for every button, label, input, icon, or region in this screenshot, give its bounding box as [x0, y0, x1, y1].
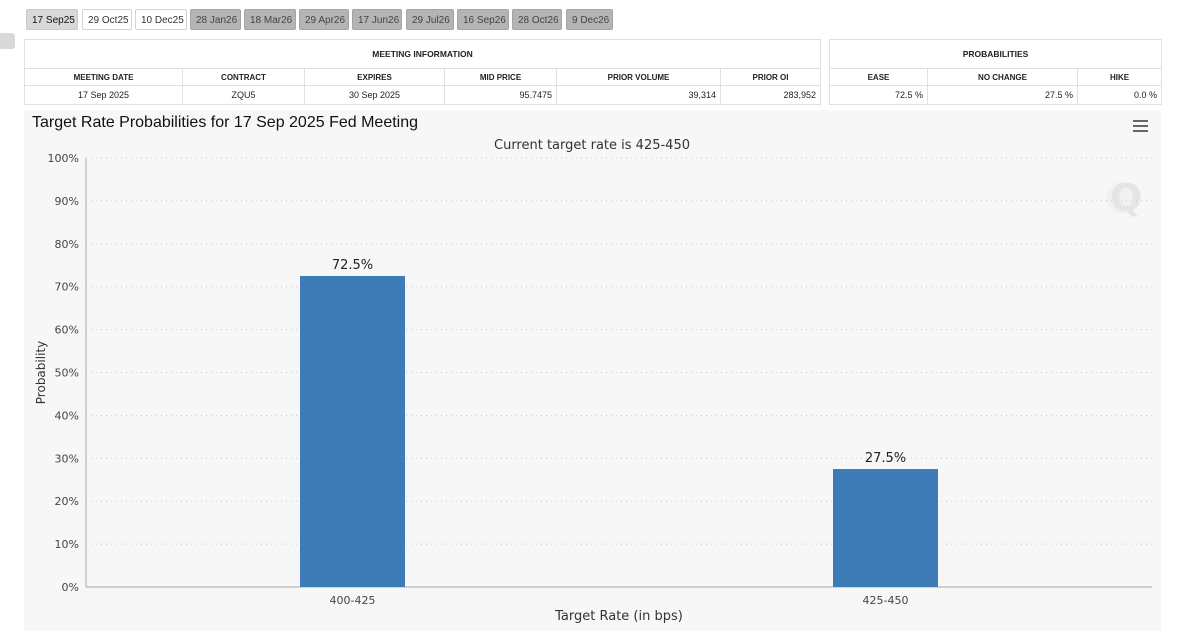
- meeting-date-value: 17 Sep 2025: [24, 85, 183, 105]
- contract-header: CONTRACT: [182, 68, 305, 86]
- y-axis-label: Probability: [34, 341, 48, 404]
- side-panel-handle[interactable]: [0, 33, 15, 49]
- tab-18-mar26[interactable]: 18 Mar26: [244, 9, 296, 30]
- y-tick-label: 30%: [55, 452, 79, 465]
- tab-29-oct25[interactable]: 29 Oct25: [82, 9, 132, 30]
- bars: 72.5% 27.5%: [300, 258, 938, 587]
- contract-value: ZQU5: [182, 85, 305, 105]
- prior-volume-value: 39,314: [556, 85, 721, 105]
- chart-title: Target Rate Probabilities for 17 Sep 202…: [32, 114, 419, 131]
- y-tick-label: 0%: [62, 581, 79, 594]
- y-tick-label: 90%: [55, 195, 79, 208]
- y-tick-label: 50%: [55, 367, 79, 380]
- tab-10-dec25[interactable]: 10 Dec25: [135, 9, 187, 30]
- y-tick-label: 40%: [55, 409, 79, 422]
- hike-value: 0.0 %: [1076, 85, 1163, 105]
- no-change-value: 27.5 %: [927, 85, 1078, 105]
- meeting-information-table: MEETING INFORMATION MEETING DATE CONTRAC…: [23, 39, 822, 105]
- y-tick-label: 70%: [55, 281, 79, 294]
- probabilities-title: PROBABILITIES: [828, 39, 1163, 69]
- tab-28-jan26[interactable]: 28 Jan26: [190, 9, 241, 30]
- ease-value: 72.5 %: [829, 85, 928, 105]
- expires-value: 30 Sep 2025: [304, 85, 445, 105]
- tab-29-jul26[interactable]: 29 Jul26: [406, 9, 454, 30]
- chart-subtitle: Current target rate is 425-450: [494, 138, 690, 153]
- y-tick-label: 60%: [55, 324, 79, 337]
- no-change-header: NO CHANGE: [927, 68, 1078, 86]
- tab-29-apr26[interactable]: 29 Apr26: [299, 9, 349, 30]
- tab-17-jun26[interactable]: 17 Jun26: [352, 9, 402, 30]
- prior-oi-value: 283,952: [719, 85, 822, 105]
- bar: [300, 275, 405, 587]
- probabilities-table: PROBABILITIES EASE NO CHANGE HIKE 72.5 %…: [828, 39, 1163, 105]
- x-tick-label: 400-425: [330, 594, 376, 607]
- y-axis-ticks: 0% 10% 20% 30% 40% 50% 60% 70% 80% 90% 100%: [48, 152, 79, 594]
- watermark-logo-icon: Q: [1106, 176, 1142, 220]
- y-tick-label: 80%: [55, 238, 79, 251]
- tab-28-oct26[interactable]: 28 Oct26: [512, 9, 562, 30]
- hike-header: HIKE: [1076, 68, 1163, 86]
- bar-chart: Q Current target rate is 425-450 0% 10% 20…: [34, 138, 1152, 624]
- ease-header: EASE: [829, 68, 928, 86]
- x-tick-label: 425-450: [863, 594, 909, 607]
- y-tick-label: 100%: [48, 152, 79, 165]
- grid-lines: [86, 157, 1152, 545]
- expires-header: EXPIRES: [304, 68, 445, 86]
- meeting-information-title: MEETING INFORMATION: [23, 39, 822, 69]
- bar-data-label: 72.5%: [332, 258, 373, 273]
- prior-oi-header: PRIOR OI: [719, 68, 822, 86]
- tab-17-sep25[interactable]: 17 Sep25: [26, 9, 78, 30]
- svg-text:Q: Q: [1110, 176, 1142, 220]
- y-tick-label: 20%: [55, 495, 79, 508]
- bar: [833, 469, 938, 587]
- meeting-date-header: MEETING DATE: [24, 68, 183, 86]
- y-tick-label: 10%: [55, 538, 79, 551]
- x-axis-label: Target Rate (in bps): [554, 609, 683, 624]
- chart-panel: Target Rate Probabilities for 17 Sep 202…: [24, 110, 1161, 631]
- tab-9-dec26[interactable]: 9 Dec26: [566, 9, 613, 30]
- x-axis-ticks: 400-425 425-450: [330, 594, 909, 607]
- tab-16-sep26[interactable]: 16 Sep26: [457, 9, 509, 30]
- mid-price-value: 95.7475: [444, 85, 557, 105]
- bar-data-label: 27.5%: [865, 451, 906, 466]
- chart-menu-icon[interactable]: [1133, 120, 1148, 133]
- prior-volume-header: PRIOR VOLUME: [556, 68, 721, 86]
- mid-price-header: MID PRICE: [444, 68, 557, 86]
